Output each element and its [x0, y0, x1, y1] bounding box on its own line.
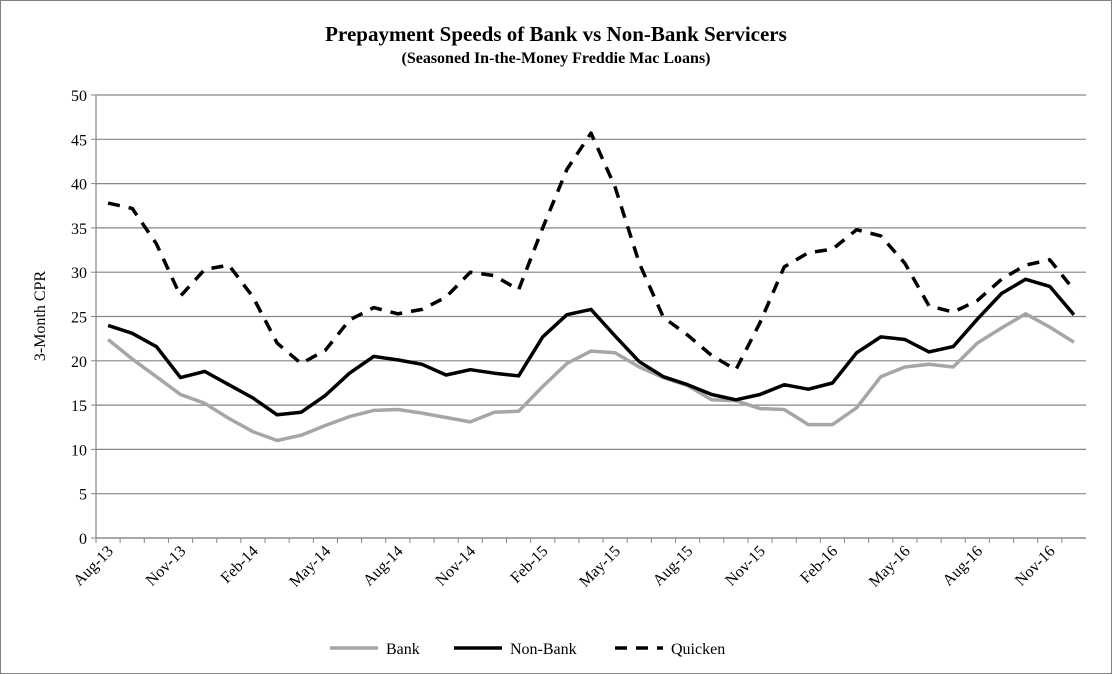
y-tick-label: 20	[71, 354, 87, 371]
x-tick-label: Feb-16	[797, 543, 841, 587]
y-tick-label: 45	[71, 132, 87, 149]
legend-label-bank: Bank	[386, 641, 420, 658]
x-tick-label: Aug-16	[940, 543, 987, 590]
legend-label-non-bank: Non-Bank	[510, 641, 577, 658]
y-tick-label: 15	[71, 398, 87, 415]
y-axis-label: 3-Month CPR	[32, 271, 49, 362]
x-tick-label: Nov-13	[143, 543, 190, 590]
x-tick-label: Feb-15	[507, 543, 551, 587]
y-tick-label: 25	[71, 310, 87, 327]
chart-title: Prepayment Speeds of Bank vs Non-Bank Se…	[325, 22, 787, 46]
y-tick-label: 5	[79, 487, 87, 504]
x-tick-label: Nov-14	[433, 543, 480, 590]
y-tick-label: 50	[71, 88, 87, 105]
x-tick-label: Aug-13	[70, 543, 117, 590]
x-tick-label: Aug-15	[650, 543, 697, 590]
x-tick-label: Nov-15	[722, 543, 769, 590]
series-line-bank	[106, 312, 1075, 443]
x-tick-label: May-14	[286, 543, 334, 591]
y-tick-label: 40	[71, 177, 87, 194]
y-tick-label: 35	[71, 221, 87, 238]
y-tick-label: 0	[79, 531, 87, 548]
x-tick-label: May-15	[576, 543, 624, 591]
x-tick-label: Feb-14	[218, 543, 262, 587]
x-tick-label: May-16	[866, 543, 914, 591]
x-tick-label: Nov-16	[1012, 543, 1059, 590]
x-tick-label: Aug-14	[360, 543, 407, 590]
series-line-non-bank	[107, 277, 1076, 417]
legend-label-quicken: Quicken	[671, 641, 725, 658]
y-tick-label: 30	[71, 265, 87, 282]
series-line-quicken	[107, 131, 1076, 372]
y-tick-label: 10	[71, 442, 87, 459]
chart-subtitle: (Seasoned In-the-Money Freddie Mac Loans…	[401, 50, 711, 67]
